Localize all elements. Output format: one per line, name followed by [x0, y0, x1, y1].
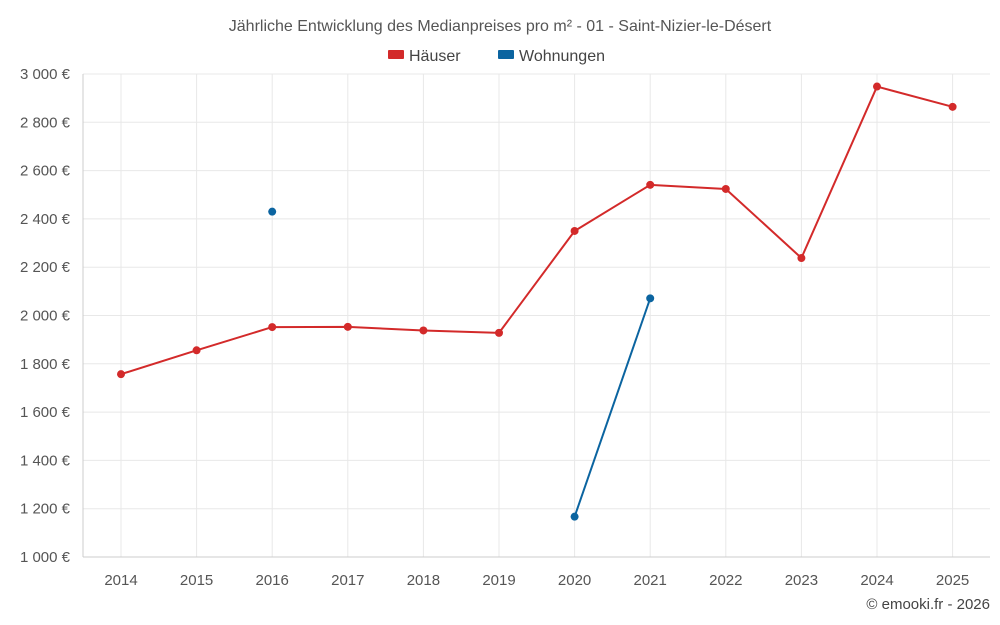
data-point [268, 323, 277, 332]
y-tick-label: 3 000 € [20, 66, 71, 83]
y-tick-label: 2 000 € [20, 308, 71, 325]
series-layer [117, 82, 957, 521]
data-point [495, 328, 503, 337]
x-tick-label: 2024 [860, 572, 893, 589]
x-tick-label: 2023 [785, 572, 818, 589]
legend-label: Häuser [409, 48, 461, 65]
data-point [419, 326, 428, 335]
x-tick-label: 2014 [104, 572, 137, 589]
y-tick-label: 1 600 € [20, 404, 71, 421]
series-1 [268, 207, 655, 521]
data-point [948, 102, 957, 111]
series-line [120, 85, 953, 376]
data-point [268, 207, 277, 216]
data-point [343, 322, 352, 331]
x-axis: 2014 2015 2016 2017 2018 2019 2020 2021 2022 2023… [104, 572, 969, 589]
x-tick-label: 2016 [256, 572, 289, 589]
y-tick-label: 1 800 € [20, 356, 71, 373]
x-tick-label: 2020 [558, 572, 591, 589]
y-tick-label: 2 200 € [20, 259, 71, 276]
data-point [117, 370, 125, 379]
grid [82, 73, 990, 558]
y-tick-label: 1 400 € [20, 452, 71, 469]
x-tick-label: 2022 [709, 572, 742, 589]
chart-title: Jährliche Entwicklung des Medianpreises … [229, 18, 772, 35]
y-tick-label: 2 600 € [20, 163, 71, 180]
x-tick-label: 2018 [407, 572, 440, 589]
y-tick-label: 2 800 € [20, 114, 71, 131]
data-point [873, 82, 881, 91]
series-line [573, 298, 652, 517]
y-tick-label: 1 200 € [20, 501, 71, 518]
legend-label: Wohnungen [519, 48, 605, 65]
legend-swatch [388, 50, 404, 59]
series-0 [117, 82, 957, 379]
y-tick-label: 2 400 € [20, 211, 71, 228]
y-tick-label: 1 000 € [20, 549, 71, 566]
data-point [646, 180, 655, 189]
x-tick-label: 2017 [331, 572, 364, 589]
data-point [646, 294, 655, 303]
y-axis: 1 000 € 1 200 € 1 400 € 1 600 € 1 800 € 2 000… [20, 66, 71, 566]
credit-text: © emooki.fr - 2026 [866, 596, 990, 613]
data-point [570, 226, 579, 235]
x-tick-label: 2019 [482, 572, 515, 589]
legend-swatch [498, 50, 514, 59]
data-point [192, 346, 201, 355]
x-tick-label: 2015 [180, 572, 213, 589]
legend: Häuser Wohnungen [388, 48, 605, 65]
data-point [797, 254, 806, 263]
x-tick-label: 2021 [634, 572, 667, 589]
x-tick-label: 2025 [936, 572, 969, 589]
data-point [570, 512, 579, 521]
data-point [721, 184, 730, 193]
